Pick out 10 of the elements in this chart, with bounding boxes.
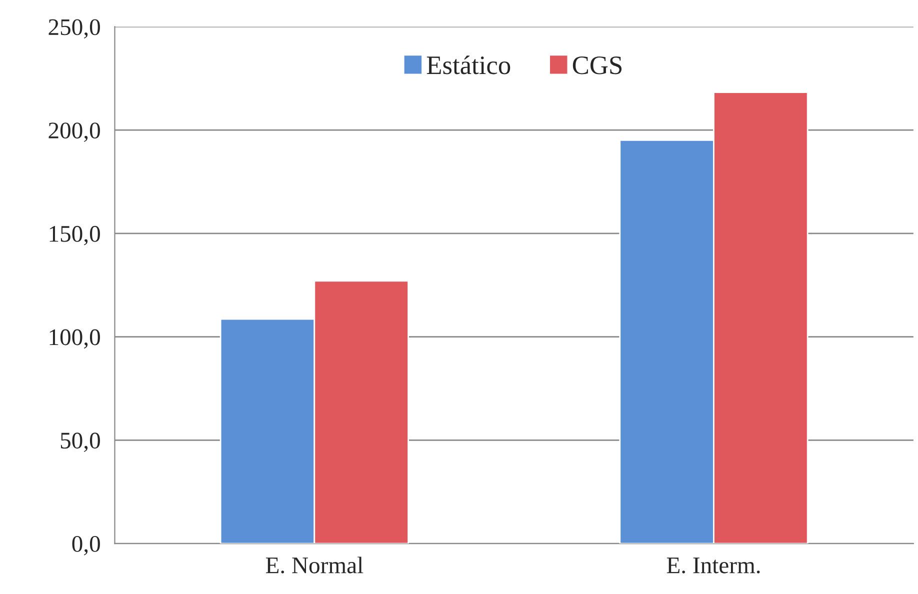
y-tick-label: 150,0 (50, 226, 100, 246)
y-tick-label: 100,0 (50, 329, 100, 349)
y-tick-label: 200,0 (48, 122, 100, 142)
y-tick-label: 0,0 (72, 536, 100, 556)
legend-label: CGS (572, 56, 622, 74)
x-tick-label: E. Interm. (666, 558, 760, 574)
x-tick-label: E. Normal (266, 556, 364, 574)
y-tick-label: 250,0 (48, 19, 100, 39)
y-tick-label: 50,0 (60, 432, 100, 452)
legend-label: Estático (426, 56, 510, 74)
